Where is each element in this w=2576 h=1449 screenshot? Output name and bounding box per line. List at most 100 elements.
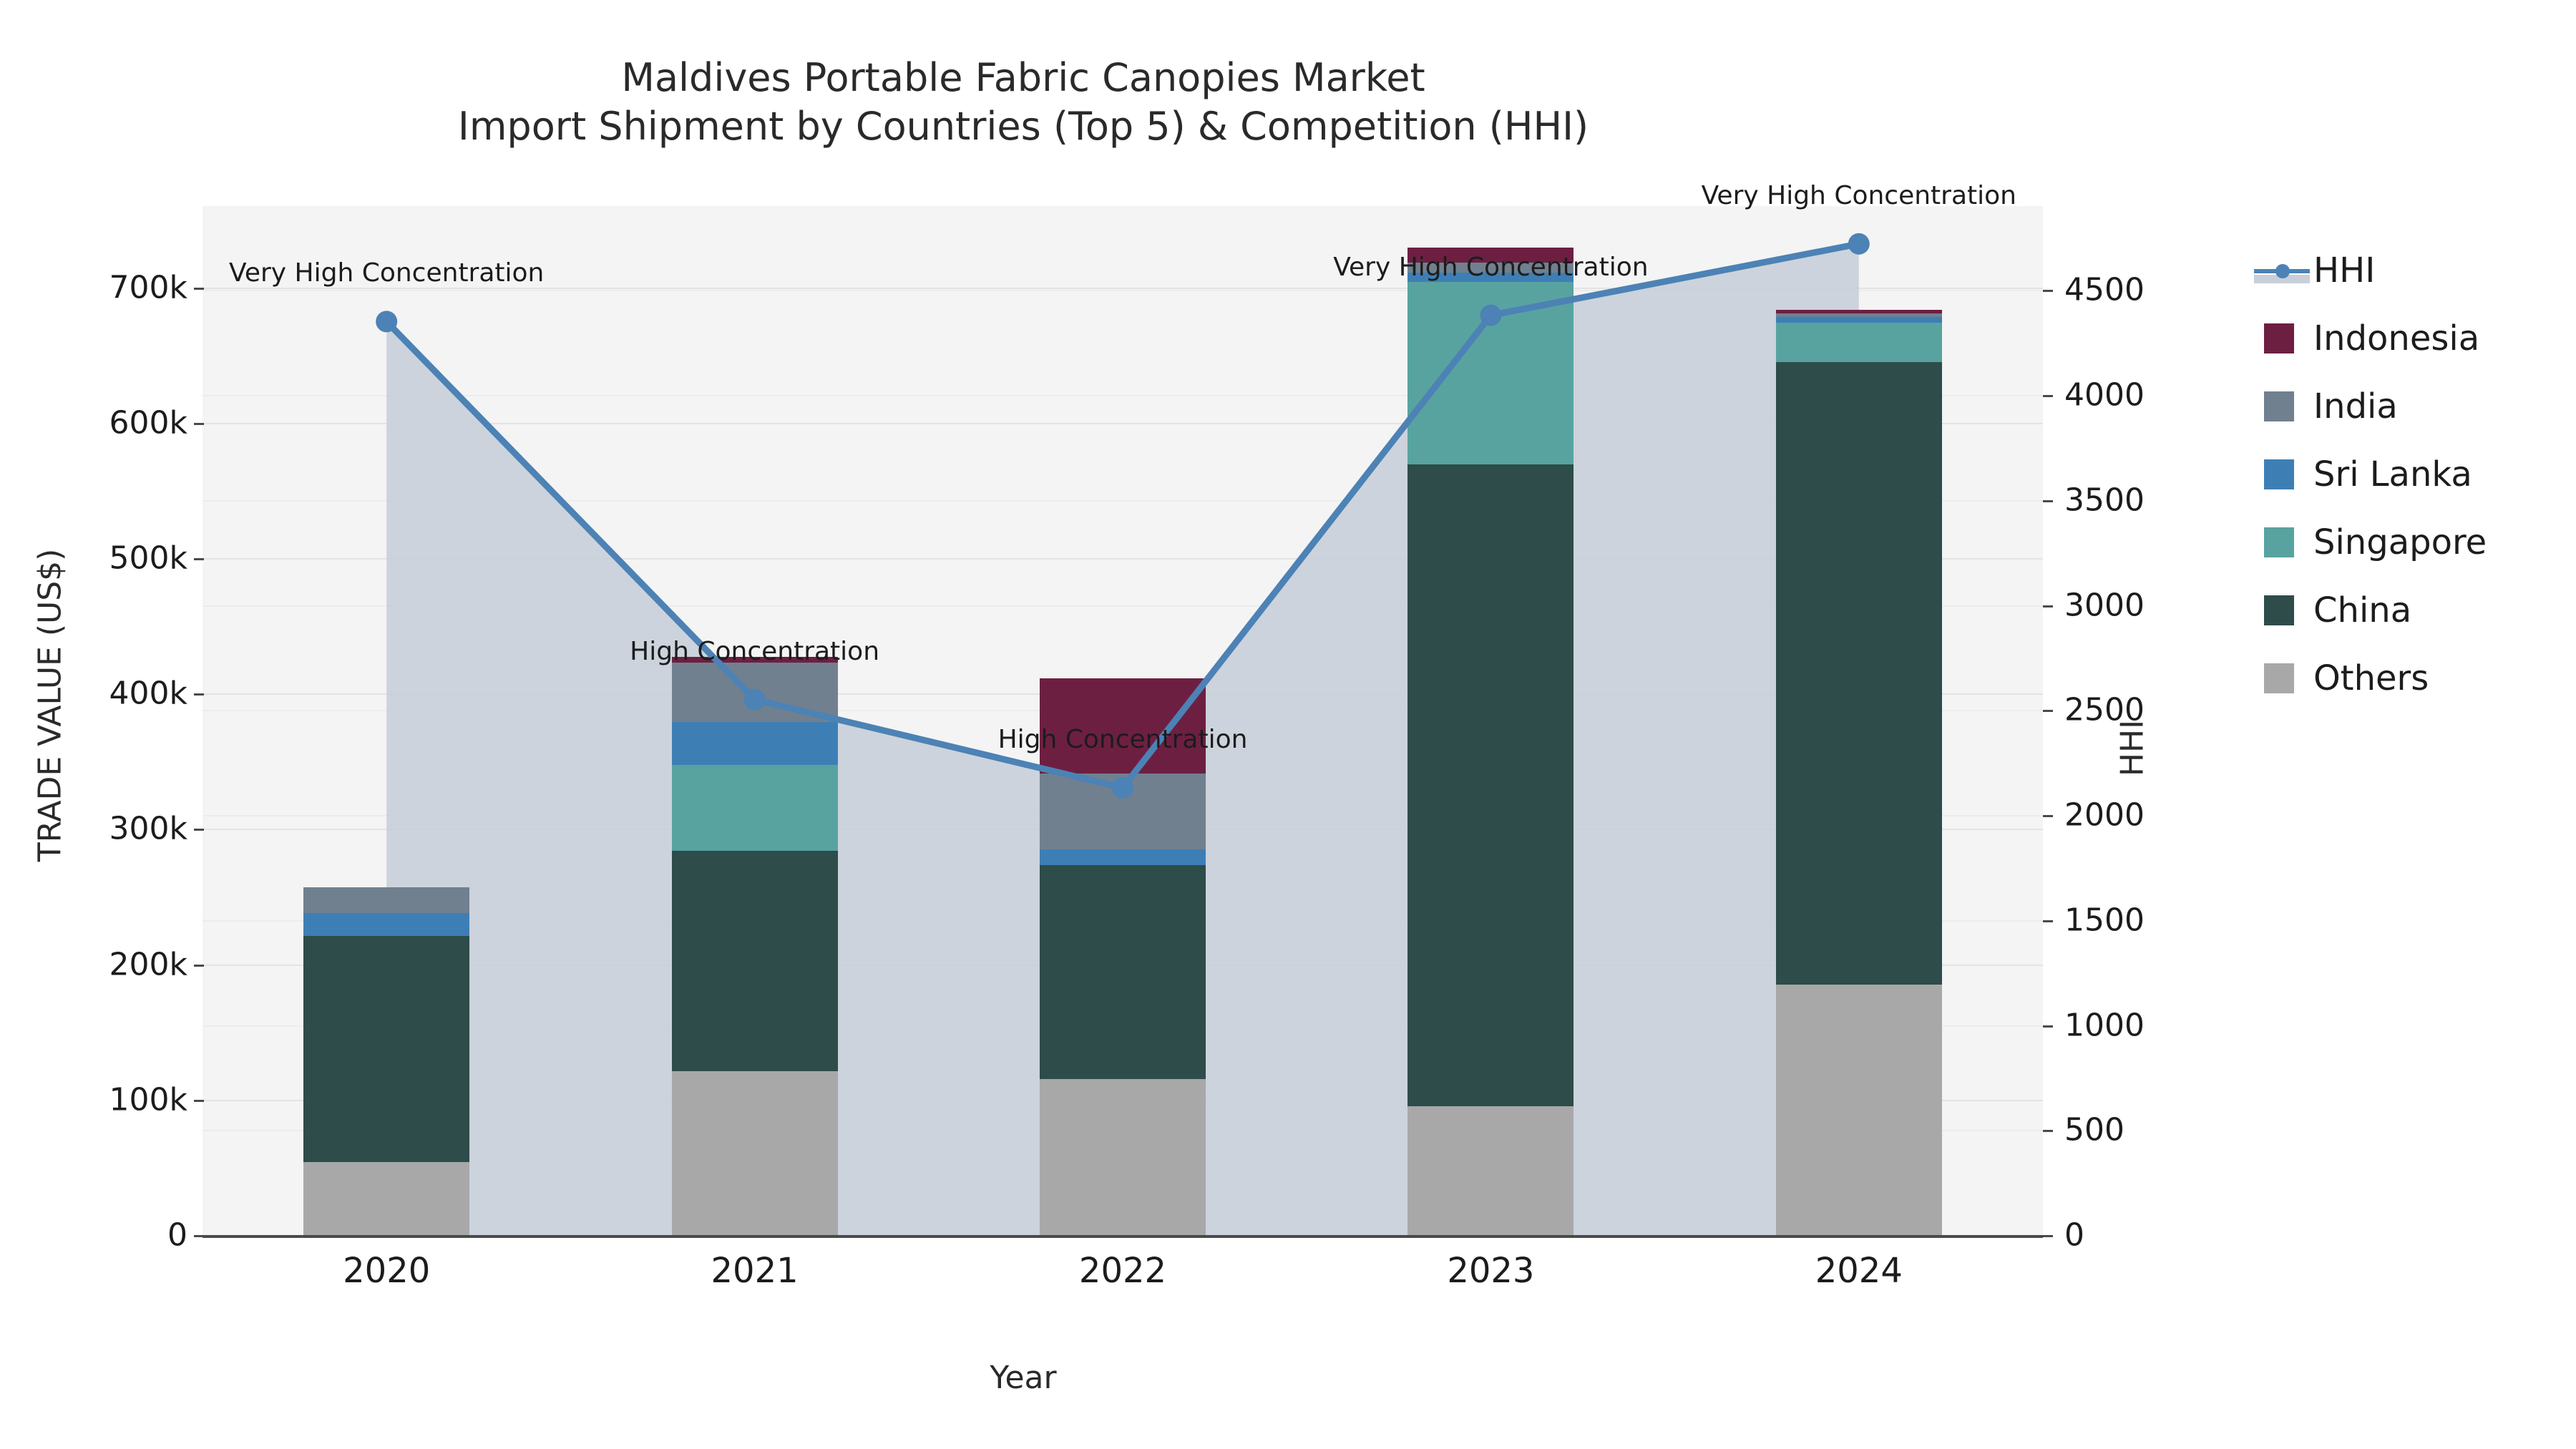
y-axis-tick-right: 2000 bbox=[2064, 796, 2145, 834]
bar-group-2022[interactable] bbox=[1040, 678, 1206, 1235]
bar-segment-others-2020[interactable] bbox=[303, 1161, 470, 1235]
bar-segment-india-2024[interactable] bbox=[1775, 313, 1942, 318]
bar-segment-indonesia-2021[interactable] bbox=[671, 657, 838, 663]
y-axis-tickmark-right bbox=[2043, 395, 2053, 398]
legend-item-indonesia[interactable]: Indonesia bbox=[2254, 304, 2487, 372]
bar-segment-indonesia-2024[interactable] bbox=[1775, 309, 1942, 314]
bar-segment-indonesia-2023[interactable] bbox=[1407, 247, 1574, 263]
gridline-secondary bbox=[203, 395, 2043, 397]
bar-segment-sri-lanka-2022[interactable] bbox=[1040, 849, 1206, 866]
y-axis-tick-left: 300k bbox=[109, 810, 187, 847]
chart-title-block: Maldives Portable Fabric Canopies Market… bbox=[0, 54, 2046, 151]
annotation-2022: High Concentration bbox=[997, 724, 1248, 754]
bar-segment-china-2021[interactable] bbox=[671, 850, 838, 1072]
y-axis-tickmark-left bbox=[194, 1235, 204, 1237]
y-axis-tickmark-left bbox=[194, 557, 204, 560]
y-axis-tick-right: 1500 bbox=[2064, 902, 2145, 939]
legend-swatch-icon bbox=[2264, 595, 2294, 625]
plot-area: Very High Concentration High Concentratio… bbox=[203, 181, 2043, 1235]
legend-label: China bbox=[2313, 590, 2412, 630]
legend-swatch-icon bbox=[2264, 527, 2294, 557]
y-axis-tick-right: 4000 bbox=[2064, 376, 2145, 414]
x-axis-label: Year bbox=[990, 1360, 1057, 1396]
y-axis-tickmark-left bbox=[194, 1099, 204, 1102]
y-axis-tickmark-left bbox=[194, 287, 204, 290]
y-axis-tickmark-left bbox=[194, 829, 204, 831]
gridline bbox=[203, 287, 2043, 289]
gridline-secondary bbox=[203, 605, 2043, 607]
x-axis-line bbox=[203, 1235, 2043, 1238]
bar-group-2023[interactable] bbox=[1407, 247, 1574, 1235]
chart-title: Maldives Portable Fabric Canopies Market bbox=[621, 55, 1425, 100]
y-axis-tickmark-left bbox=[194, 964, 204, 967]
gridline bbox=[203, 422, 2043, 424]
y-axis-tick-right: 500 bbox=[2064, 1111, 2124, 1148]
y-axis-tick-right: 3000 bbox=[2064, 587, 2145, 624]
hhi-line-series bbox=[376, 233, 1870, 799]
gridline bbox=[203, 557, 2043, 560]
bar-segment-others-2022[interactable] bbox=[1040, 1079, 1206, 1235]
y-axis-tick-right: 2500 bbox=[2064, 691, 2145, 728]
bar-segment-others-2021[interactable] bbox=[671, 1071, 838, 1235]
bar-segment-sri-lanka-2020[interactable] bbox=[303, 912, 470, 936]
bar-segment-sri-lanka-2023[interactable] bbox=[1407, 272, 1574, 282]
y-axis-tick-left: 400k bbox=[109, 675, 187, 712]
y-axis-tickmark-left bbox=[194, 693, 204, 696]
y-axis-tickmark-right bbox=[2043, 1025, 2053, 1028]
y-axis-tick-left: 0 bbox=[167, 1216, 187, 1254]
y-axis-tickmark-right bbox=[2043, 919, 2053, 922]
x-axis-tick-2020: 2020 bbox=[343, 1251, 431, 1291]
y-axis-tickmark-right bbox=[2043, 499, 2053, 502]
bar-segment-china-2023[interactable] bbox=[1407, 464, 1574, 1107]
legend: HHI Indonesia India Sri Lanka Singapore China… bbox=[2254, 236, 2487, 712]
bar-segment-others-2023[interactable] bbox=[1407, 1106, 1574, 1235]
x-axis-tick-2022: 2022 bbox=[1078, 1251, 1167, 1291]
bar-group-2021[interactable] bbox=[671, 657, 838, 1235]
bar-segment-others-2024[interactable] bbox=[1775, 984, 1942, 1235]
bar-group-2024[interactable] bbox=[1775, 309, 1942, 1235]
annotation-2023: Very High Concentration bbox=[1333, 252, 1649, 282]
x-axis-tick-2021: 2021 bbox=[711, 1251, 799, 1291]
x-axis-tick-2023: 2023 bbox=[1447, 1251, 1535, 1291]
bar-segment-india-2020[interactable] bbox=[303, 887, 470, 913]
legend-item-sri-lanka[interactable]: Sri Lanka bbox=[2254, 440, 2487, 508]
y-axis-tick-left: 200k bbox=[109, 946, 187, 983]
bar-segment-indonesia-2022[interactable] bbox=[1040, 678, 1206, 774]
annotation-2021: High Concentration bbox=[630, 636, 880, 666]
x-axis-tick-2024: 2024 bbox=[1815, 1251, 1903, 1291]
bar-segment-singapore-2024[interactable] bbox=[1775, 322, 1942, 362]
bar-segment-china-2020[interactable] bbox=[303, 935, 470, 1162]
y-axis-tick-left: 600k bbox=[109, 404, 187, 441]
bar-group-2020[interactable] bbox=[303, 887, 470, 1235]
y-axis-tickmark-right bbox=[2043, 710, 2053, 713]
bar-segment-india-2023[interactable] bbox=[1407, 262, 1574, 273]
legend-label: Singapore bbox=[2313, 522, 2487, 562]
legend-swatch-icon bbox=[2264, 391, 2294, 421]
y-axis-tickmark-right bbox=[2043, 1235, 2053, 1237]
annotation-2024: Very High Concentration bbox=[1701, 180, 2016, 210]
legend-item-china[interactable]: China bbox=[2254, 576, 2487, 644]
y-axis-label-right: HHI bbox=[2114, 719, 2151, 777]
bar-segment-singapore-2021[interactable] bbox=[671, 765, 838, 851]
y-axis-tick-left: 700k bbox=[109, 269, 187, 306]
y-axis-tickmark-right bbox=[2043, 605, 2053, 608]
y-axis-tickmark-right bbox=[2043, 290, 2053, 293]
y-axis-tickmark-right bbox=[2043, 815, 2053, 818]
legend-label: HHI bbox=[2313, 250, 2376, 291]
legend-item-others[interactable]: Others bbox=[2254, 644, 2487, 712]
legend-swatch-icon bbox=[2264, 459, 2294, 489]
legend-item-singapore[interactable]: Singapore bbox=[2254, 508, 2487, 576]
bar-segment-china-2022[interactable] bbox=[1040, 865, 1206, 1080]
legend-line-key-icon bbox=[2254, 255, 2310, 286]
y-axis-tickmark-right bbox=[2043, 1130, 2053, 1133]
bar-segment-sri-lanka-2021[interactable] bbox=[671, 721, 838, 766]
bar-segment-china-2024[interactable] bbox=[1775, 361, 1942, 985]
gridline-secondary bbox=[203, 499, 2043, 502]
legend-item-hhi[interactable]: HHI bbox=[2254, 236, 2487, 304]
y-axis-tick-right: 4500 bbox=[2064, 271, 2145, 308]
y-axis-tick-right: 0 bbox=[2064, 1216, 2084, 1254]
y-axis-tickmark-left bbox=[194, 422, 204, 425]
legend-label: Others bbox=[2313, 658, 2429, 698]
legend-item-india[interactable]: India bbox=[2254, 372, 2487, 440]
bar-segment-sri-lanka-2024[interactable] bbox=[1775, 317, 1942, 323]
